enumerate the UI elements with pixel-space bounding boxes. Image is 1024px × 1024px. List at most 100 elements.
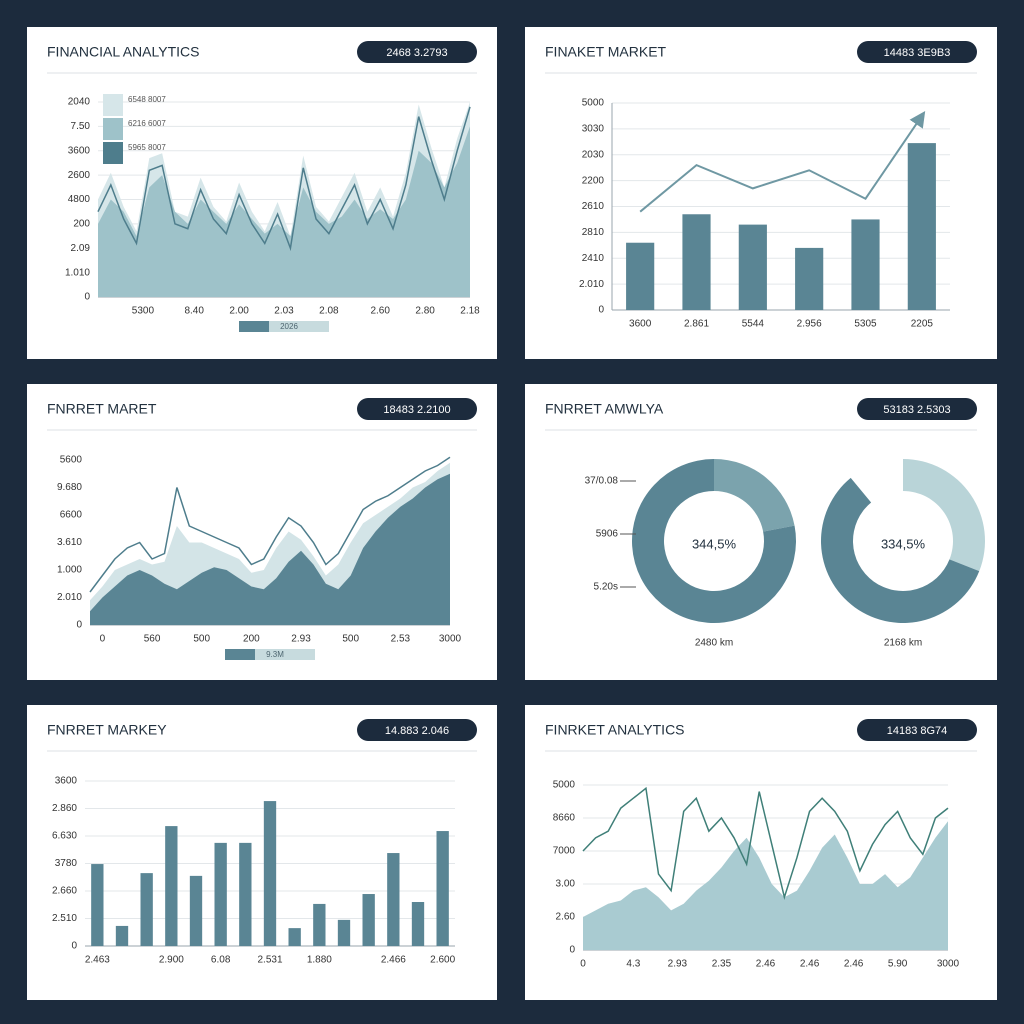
y-tick-label: 0 [598, 305, 604, 316]
panel [27, 705, 497, 1000]
price-line [582, 786, 949, 901]
x-tick-label: 2.60 [370, 306, 390, 317]
bar [851, 219, 880, 310]
bar [140, 873, 153, 946]
area [90, 473, 450, 625]
bar [239, 842, 252, 946]
x-tick-label: 2.956 [797, 319, 822, 330]
panel-title: FNRRET MARKEY [47, 722, 167, 738]
y-tick-label: 2610 [582, 201, 605, 212]
center-label: 334,5% [881, 536, 926, 551]
bar [387, 853, 400, 946]
x-tick-label: 2.18 [460, 306, 480, 317]
area [583, 821, 948, 950]
y-tick-label: 5000 [582, 98, 605, 109]
price-line [89, 456, 451, 593]
x-tick-label: 1.880 [307, 955, 332, 966]
caption: 2480 km [695, 638, 733, 649]
trend-line [639, 110, 926, 213]
y-tick-label: 3600 [55, 776, 78, 787]
donut-segment [821, 477, 980, 623]
y-tick-label: 3780 [55, 858, 78, 869]
y-tick-label: 1.010 [65, 267, 90, 278]
x-tick-label: 2.93 [668, 959, 688, 970]
y-tick-label: 2810 [582, 227, 605, 238]
y-tick-label: 1.000 [57, 565, 82, 576]
badge [857, 719, 977, 741]
y-tick-label: 3.610 [57, 537, 82, 548]
x-tick-label: 5300 [132, 306, 155, 317]
donut-segment [903, 459, 985, 572]
badge [357, 398, 477, 420]
x-tick-label: 2.463 [85, 955, 110, 966]
x-tick-label: 2.93 [291, 634, 311, 645]
x-tick-label: 0 [580, 959, 586, 970]
x-tick-label: 5305 [854, 319, 877, 330]
legend-box [225, 649, 315, 660]
badge-text: 14183 8G74 [887, 725, 948, 737]
bar [682, 214, 711, 310]
y-tick-label: 5600 [60, 455, 83, 466]
x-tick-label: 500 [193, 634, 210, 645]
badge [357, 719, 477, 741]
x-tick-label: 3600 [629, 319, 652, 330]
badge-text: 14483 3E9B3 [884, 47, 951, 59]
x-tick-label: 2.466 [381, 955, 406, 966]
caption: 2168 km [884, 638, 922, 649]
x-tick-label: 560 [144, 634, 161, 645]
y-tick-label: 0 [71, 941, 77, 952]
bar [288, 928, 301, 946]
y-tick-label: 3600 [68, 145, 91, 156]
y-tick-label: 2600 [68, 170, 91, 181]
panel [525, 384, 997, 680]
y-tick-label: 2.010 [579, 279, 604, 290]
x-tick-label: 3000 [937, 959, 960, 970]
bar [165, 826, 178, 946]
panel-title: FNRRET AMWLYA [545, 401, 664, 417]
badge-text: 53183 2.5303 [883, 404, 950, 416]
y-tick-label: 6.630 [52, 831, 77, 842]
y-tick-label: 4800 [68, 194, 91, 205]
bar [337, 919, 351, 946]
x-tick-label: 200 [243, 634, 260, 645]
bar [626, 242, 655, 310]
bar [189, 875, 203, 946]
bar [115, 925, 129, 946]
x-tick-label: 5544 [742, 319, 765, 330]
y-tick-label: 9.680 [57, 482, 82, 493]
y-tick-label: 200 [73, 219, 90, 230]
legend-label: 5965 8007 [128, 143, 166, 152]
bar [411, 902, 425, 946]
bar [362, 894, 375, 946]
slice-label: 5.20s [594, 582, 618, 593]
y-tick-label: 2410 [582, 253, 605, 264]
badge-text: 18483 2.2100 [383, 404, 450, 416]
x-tick-label: 2.46 [800, 959, 820, 970]
x-tick-label: 2.80 [415, 306, 435, 317]
legend-swatch [225, 649, 255, 660]
legend-box [239, 321, 329, 332]
y-tick-label: 2.09 [71, 243, 91, 254]
bar [313, 903, 326, 946]
legend-swatch [103, 142, 123, 164]
panel-title: FINANCIAL ANALYTICS [47, 44, 199, 60]
legend-label: 9.3M [266, 650, 284, 659]
bar [263, 801, 277, 946]
bar [795, 247, 824, 310]
x-tick-label: 0 [100, 634, 106, 645]
x-tick-label: 2.900 [159, 955, 184, 966]
badge [357, 41, 477, 63]
badge-text: 2468 3.2793 [386, 47, 447, 59]
legend-label: 6548 8007 [128, 95, 166, 104]
y-tick-label: 3.00 [556, 879, 576, 890]
y-tick-label: 2.510 [52, 913, 77, 924]
donut-segment [631, 459, 796, 623]
x-tick-label: 2.46 [844, 959, 864, 970]
y-tick-label: 0 [84, 292, 90, 303]
y-tick-label: 2040 [68, 97, 91, 108]
bar [907, 143, 936, 310]
x-tick-label: 2.00 [229, 306, 249, 317]
x-tick-label: 2.35 [712, 959, 732, 970]
legend-swatch [103, 118, 123, 140]
